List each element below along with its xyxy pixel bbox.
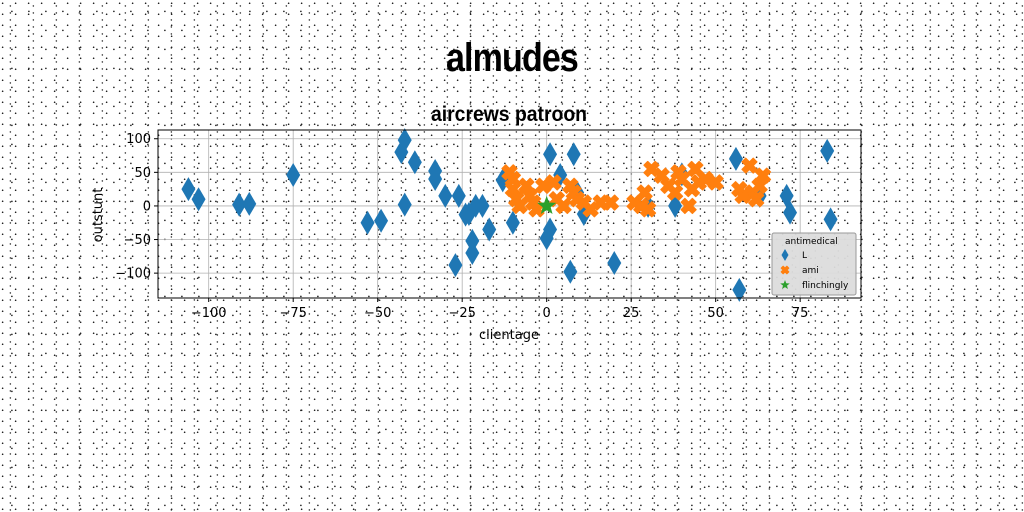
data-point [428,158,443,183]
chart-title: aircrews patroon [431,103,587,126]
data-point [823,207,838,232]
legend-marker [781,249,789,261]
x-tick-label: 25 [623,306,640,321]
data-point [820,138,835,163]
data-point [286,163,301,188]
data-point [191,187,206,212]
figure-suptitle: almudes [445,36,579,80]
grid-lines [158,130,861,298]
data-point [505,210,520,235]
data-point [407,150,422,175]
data-point [728,146,743,171]
x-tick-label: −75 [279,306,306,321]
x-tick-label: −25 [448,306,475,321]
data-point [482,217,497,242]
data-point [543,217,558,242]
data-point [563,259,578,284]
data-point [242,191,257,216]
legend-entry-label: L [802,251,807,261]
data-point [707,174,724,191]
x-axis-label: clientage [479,328,539,343]
data-point [448,253,463,278]
y-tick-label: −100 [115,267,151,282]
y-axis-ticks: 100 50 0 −50 −100 [115,132,158,282]
data-point [607,251,622,276]
data-point [537,195,557,215]
data-point [545,174,562,191]
data-point [397,128,412,153]
data-point [465,240,480,265]
data-point [451,183,466,208]
data-point [543,142,558,167]
data-point [397,192,412,217]
legend-entry-label: flinchingly [802,281,849,291]
x-tick-label: −50 [364,306,391,321]
data-point [181,177,196,202]
y-tick-label: 50 [134,166,151,181]
x-tick-label: 0 [543,306,551,321]
series-L [181,128,838,302]
data-point [754,167,772,184]
data-point [680,197,697,215]
data-point [566,142,581,167]
data-point [783,200,798,225]
y-tick-label: −50 [124,233,151,248]
data-point [374,208,389,233]
y-tick-label: 0 [143,199,151,214]
data-point [732,277,747,302]
data-point [438,183,453,208]
legend-entry-label: ami [802,266,819,276]
x-tick-label: −100 [191,306,227,321]
data-point [667,184,684,201]
legend-box [771,232,857,296]
y-axis-label: outstunt [91,188,106,243]
x-tick-label: 75 [792,306,809,321]
x-axis-ticks: −100 −75 −50 −25 0 25 50 75 [191,298,809,321]
data-point [360,210,375,235]
data-marks [181,128,838,302]
plot-frame [157,129,862,299]
series-flinchingly [537,195,557,215]
legend-marker [780,280,790,290]
series-ami [501,157,772,218]
legend-title: antimedical [785,237,838,247]
legend-marker [780,265,790,275]
y-tick-label: 100 [126,132,151,147]
data-point [232,192,247,217]
x-tick-label: 50 [707,306,724,321]
data-point [555,197,572,215]
data-point [741,157,758,174]
data-point [511,197,528,215]
data-point [475,193,490,218]
data-point [465,228,480,253]
data-point [602,194,619,211]
data-point [748,191,765,208]
data-point [636,184,653,201]
data-point [528,201,545,218]
data-point [639,201,657,218]
